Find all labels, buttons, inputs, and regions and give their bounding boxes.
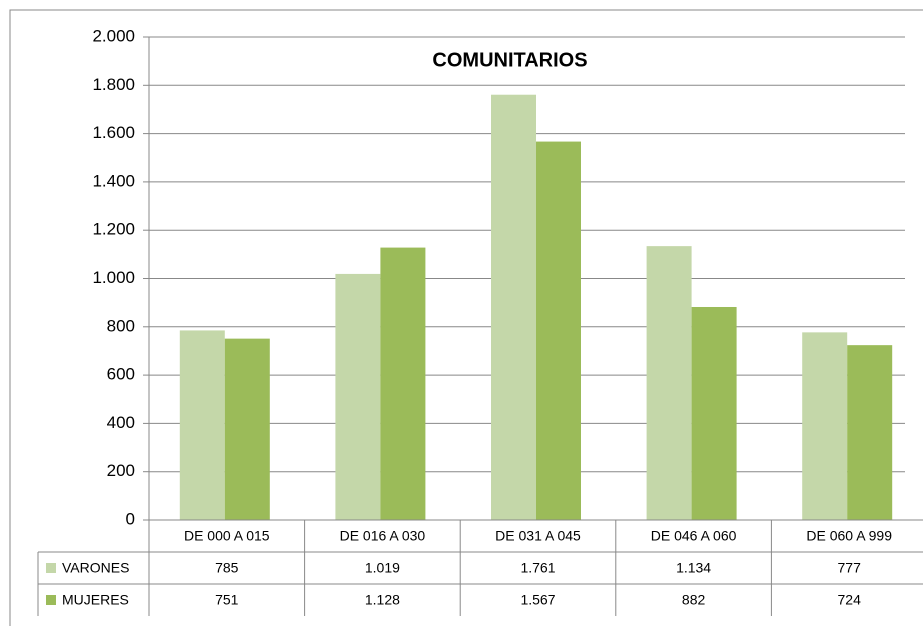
- data-label: 1.128: [365, 592, 400, 608]
- bar: [646, 246, 692, 520]
- y-tick-label: 800: [107, 316, 135, 335]
- data-label: 1.567: [520, 592, 555, 608]
- x-tick-label: DE 000 A 015: [184, 528, 270, 544]
- y-tick-label: 200: [107, 461, 135, 480]
- y-tick-label: 1.800: [92, 75, 135, 94]
- y-tick-label: 1.600: [92, 123, 135, 142]
- data-label: 882: [682, 592, 706, 608]
- legend-swatch: [46, 563, 56, 573]
- x-tick-label: DE 060 A 999: [806, 528, 892, 544]
- data-label: 785: [215, 560, 239, 576]
- bar: [691, 306, 737, 520]
- y-tick-label: 2.000: [92, 26, 135, 45]
- data-label: 1.761: [520, 560, 555, 576]
- bar: [179, 330, 225, 520]
- y-tick-label: 1.400: [92, 171, 135, 190]
- legend-swatch: [46, 595, 56, 605]
- bar: [802, 332, 848, 520]
- y-tick-label: 400: [107, 413, 135, 432]
- y-tick-label: 600: [107, 365, 135, 384]
- x-tick-label: DE 031 A 045: [495, 528, 581, 544]
- data-label: 1.134: [676, 560, 711, 576]
- bar: [380, 247, 426, 520]
- bar: [536, 141, 581, 520]
- bar: [224, 338, 270, 520]
- data-label: 777: [838, 560, 862, 576]
- data-label: 1.019: [365, 560, 400, 576]
- x-tick-label: DE 016 A 030: [340, 528, 426, 544]
- bar: [847, 345, 893, 520]
- data-label: 751: [215, 592, 239, 608]
- chart-frame: [9, 9, 923, 626]
- bar: [491, 94, 536, 520]
- x-tick-label: DE 046 A 060: [651, 528, 737, 544]
- y-tick-label: 0: [126, 509, 135, 528]
- bar: [335, 273, 381, 520]
- y-tick-label: 1.000: [92, 268, 135, 287]
- y-tick-label: 1.200: [92, 220, 135, 239]
- legend-label: MUJERES: [62, 592, 129, 608]
- data-label: 724: [838, 592, 862, 608]
- chart-title: COMUNITARIOS: [432, 49, 587, 71]
- legend-label: VARONES: [62, 560, 129, 576]
